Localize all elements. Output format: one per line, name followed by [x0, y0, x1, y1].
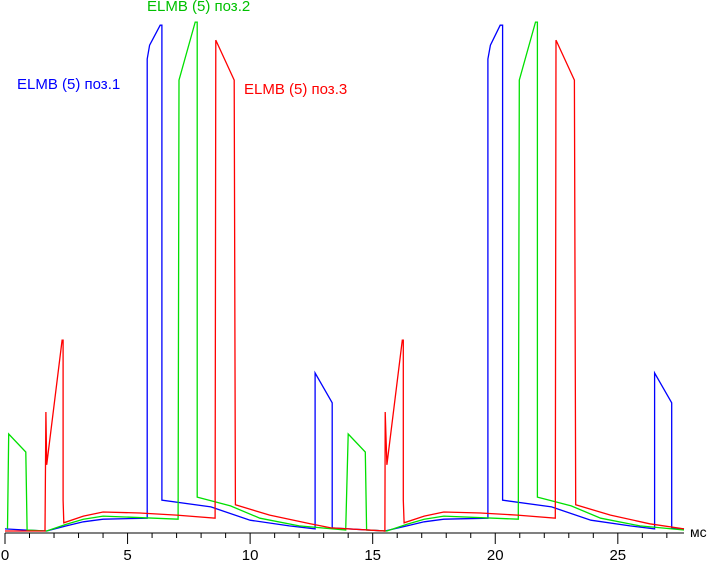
x-axis-unit: мс — [690, 524, 707, 540]
series-line-3 — [5, 39, 685, 532]
series-label-2: ELMB (5) поз.2 — [147, 0, 251, 15]
x-tick-label: 25 — [609, 547, 626, 562]
series-line-2 — [6, 21, 685, 532]
x-axis: 0 5 10 15 20 25 — [1, 532, 684, 562]
series-label-1: ELMB (5) поз.1 — [17, 76, 121, 93]
x-tick-label: 20 — [487, 547, 504, 562]
x-tick-label: 5 — [123, 547, 131, 562]
x-tick-label: 10 — [242, 547, 259, 562]
x-tick-label: 0 — [1, 547, 9, 562]
x-tick-label: 15 — [364, 547, 381, 562]
series-line-1 — [4, 24, 685, 532]
series-label-3: ELMB (5) поз.3 — [244, 81, 348, 98]
series-layer — [4, 21, 685, 532]
